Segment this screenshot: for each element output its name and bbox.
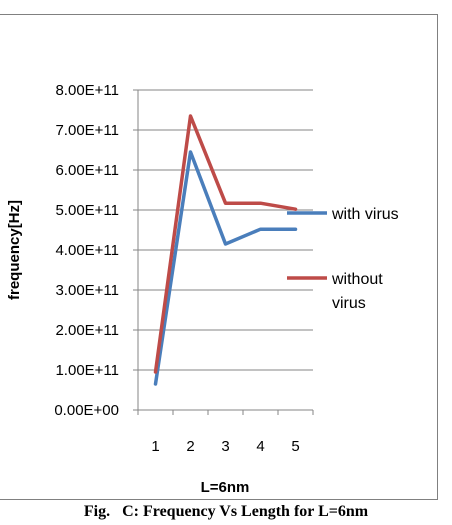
y-tick-labels: 0.00E+00 1.00E+11 2.00E+11 3.00E+11 4.00E+11… [54, 82, 119, 419]
y-tick-label: 3.00E+11 [55, 282, 119, 299]
series-line-2 [153, 114, 298, 374]
y-tick-label: 5.00E+11 [55, 202, 119, 219]
series-line-1 [153, 150, 298, 386]
y-axis-title: frequency[Hz] [6, 200, 23, 300]
legend-label-1: with virus [331, 206, 399, 223]
x-tick-label: 1 [151, 438, 159, 455]
x-tick-label: 2 [186, 438, 194, 455]
figure-caption: Fig. C: Frequency Vs Length for L=6nm [83, 503, 369, 520]
x-tick-labels: 1 2 3 4 5 [151, 438, 299, 455]
chart-frame [0, 14, 438, 500]
y-tick-label: 1.00E+11 [55, 362, 119, 379]
series-lines [153, 114, 298, 386]
axes [133, 89, 314, 415]
y-tick-label: 7.00E+11 [55, 122, 119, 139]
x-axis-title: L=6nm [201, 479, 250, 496]
y-tick-label: 2.00E+11 [55, 322, 119, 339]
legend-label-2: without [331, 271, 383, 288]
y-tick-label: 0.00E+00 [54, 402, 119, 419]
y-tick-label: 4.00E+11 [55, 242, 119, 259]
y-tick-label: 6.00E+11 [55, 162, 119, 179]
x-tick-label: 4 [256, 438, 264, 455]
legend: with virus without virus [287, 206, 399, 312]
y-tick-label: 8.00E+11 [55, 82, 119, 99]
x-tick-label: 3 [221, 438, 229, 455]
x-tick-label: 5 [291, 438, 299, 455]
legend-label-2: virus [332, 295, 366, 312]
